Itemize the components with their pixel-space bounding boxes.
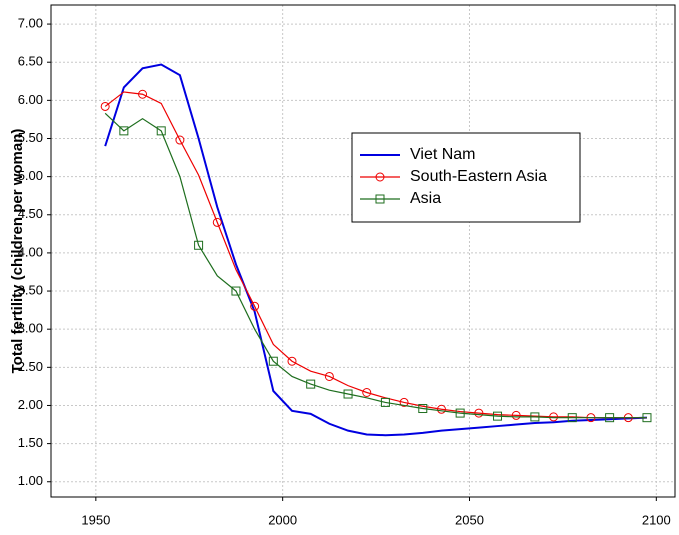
point-marker <box>306 379 316 389</box>
point-marker <box>642 413 652 423</box>
point-marker <box>324 371 334 381</box>
series-line <box>104 112 647 419</box>
y-tick-label: 5.00 <box>18 168 43 183</box>
point-marker <box>231 286 241 296</box>
series-line <box>104 91 647 419</box>
x-tick-label: 2000 <box>268 512 297 527</box>
point-marker <box>436 404 446 414</box>
point-marker <box>138 89 148 99</box>
point-marker <box>362 387 372 397</box>
y-tick-label: 2.50 <box>18 359 43 374</box>
y-tick-label: 3.00 <box>18 321 43 336</box>
y-tick-label: 6.00 <box>18 92 43 107</box>
y-tick-label: 1.00 <box>18 473 43 488</box>
point-marker <box>530 412 540 422</box>
y-tick-label: 7.00 <box>18 16 43 31</box>
point-marker <box>567 413 577 423</box>
point-marker <box>511 410 521 420</box>
series-line <box>104 63 648 437</box>
y-tick-label: 6.50 <box>18 54 43 69</box>
legend-label: Asia <box>410 190 441 207</box>
point-marker <box>250 301 260 311</box>
point-marker <box>287 356 297 366</box>
point-marker <box>474 408 484 418</box>
legend-label: South-Eastern Asia <box>410 168 547 185</box>
x-tick-label: 2100 <box>642 512 671 527</box>
y-tick-label: 2.00 <box>18 397 43 412</box>
point-marker <box>455 408 465 418</box>
legend-marker <box>375 172 385 182</box>
legend-label: Viet Nam <box>410 146 476 163</box>
y-axis-label: Total fertility (children per woman) <box>9 129 26 374</box>
y-tick-label: 4.50 <box>18 206 43 221</box>
legend-marker <box>375 194 385 204</box>
point-marker <box>268 356 278 366</box>
y-tick-label: 1.50 <box>18 435 43 450</box>
point-marker <box>493 411 503 421</box>
point-marker <box>194 240 204 250</box>
point-marker <box>212 217 222 227</box>
point-marker <box>100 101 110 111</box>
y-tick-label: 5.50 <box>18 130 43 145</box>
point-marker <box>399 397 409 407</box>
y-tick-label: 4.00 <box>18 244 43 259</box>
x-tick-label: 2050 <box>455 512 484 527</box>
point-marker <box>175 135 185 145</box>
y-tick-label: 3.50 <box>18 282 43 297</box>
point-marker <box>343 389 353 399</box>
plot-frame <box>50 4 676 498</box>
point-marker <box>418 404 428 414</box>
point-marker <box>119 126 129 136</box>
point-marker <box>156 126 166 136</box>
x-tick-label: 1950 <box>81 512 110 527</box>
point-marker <box>605 413 615 423</box>
point-marker <box>380 397 390 407</box>
